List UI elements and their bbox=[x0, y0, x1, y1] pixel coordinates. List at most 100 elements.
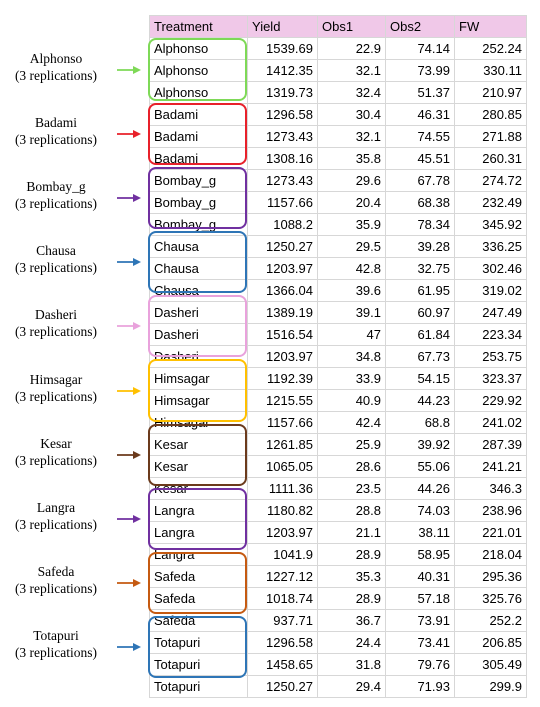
value-cell[interactable]: 47 bbox=[317, 323, 386, 346]
header-cell[interactable]: Treatment bbox=[149, 15, 248, 38]
value-cell[interactable]: 1366.04 bbox=[247, 279, 318, 302]
value-cell[interactable]: 57.18 bbox=[385, 587, 455, 610]
value-cell[interactable]: 28.9 bbox=[317, 587, 386, 610]
value-cell[interactable]: 32.1 bbox=[317, 59, 386, 82]
value-cell[interactable]: 1157.66 bbox=[247, 411, 318, 434]
treatment-cell[interactable]: Kesar bbox=[149, 433, 248, 456]
treatment-cell[interactable]: Alphonso bbox=[149, 81, 248, 104]
value-cell[interactable]: 29.5 bbox=[317, 235, 386, 258]
value-cell[interactable]: 1296.58 bbox=[247, 103, 318, 126]
value-cell[interactable]: 51.37 bbox=[385, 81, 455, 104]
treatment-cell[interactable]: Safeda bbox=[149, 609, 248, 632]
value-cell[interactable]: 1250.27 bbox=[247, 235, 318, 258]
value-cell[interactable]: 1180.82 bbox=[247, 499, 318, 522]
value-cell[interactable]: 218.04 bbox=[454, 543, 527, 566]
treatment-cell[interactable]: Bombay_g bbox=[149, 213, 248, 236]
treatment-cell[interactable]: Himsagar bbox=[149, 411, 248, 434]
value-cell[interactable]: 241.02 bbox=[454, 411, 527, 434]
value-cell[interactable]: 25.9 bbox=[317, 433, 386, 456]
value-cell[interactable]: 32.1 bbox=[317, 125, 386, 148]
value-cell[interactable]: 36.7 bbox=[317, 609, 386, 632]
value-cell[interactable]: 33.9 bbox=[317, 367, 386, 390]
value-cell[interactable]: 45.51 bbox=[385, 147, 455, 170]
value-cell[interactable]: 32.4 bbox=[317, 81, 386, 104]
treatment-cell[interactable]: Totapuri bbox=[149, 675, 248, 698]
value-cell[interactable]: 1273.43 bbox=[247, 125, 318, 148]
treatment-cell[interactable]: Chausa bbox=[149, 257, 248, 280]
value-cell[interactable]: 39.1 bbox=[317, 301, 386, 324]
value-cell[interactable]: 241.21 bbox=[454, 455, 527, 478]
treatment-cell[interactable]: Kesar bbox=[149, 455, 248, 478]
value-cell[interactable]: 229.92 bbox=[454, 389, 527, 412]
value-cell[interactable]: 1412.35 bbox=[247, 59, 318, 82]
value-cell[interactable]: 1227.12 bbox=[247, 565, 318, 588]
value-cell[interactable]: 39.6 bbox=[317, 279, 386, 302]
value-cell[interactable]: 40.9 bbox=[317, 389, 386, 412]
value-cell[interactable]: 345.92 bbox=[454, 213, 527, 236]
value-cell[interactable]: 223.34 bbox=[454, 323, 527, 346]
value-cell[interactable]: 21.1 bbox=[317, 521, 386, 544]
value-cell[interactable]: 74.03 bbox=[385, 499, 455, 522]
value-cell[interactable]: 287.39 bbox=[454, 433, 527, 456]
value-cell[interactable]: 280.85 bbox=[454, 103, 527, 126]
treatment-cell[interactable]: Alphonso bbox=[149, 37, 248, 60]
value-cell[interactable]: 1516.54 bbox=[247, 323, 318, 346]
value-cell[interactable]: 232.49 bbox=[454, 191, 527, 214]
treatment-cell[interactable]: Safeda bbox=[149, 565, 248, 588]
value-cell[interactable]: 35.9 bbox=[317, 213, 386, 236]
value-cell[interactable]: 55.06 bbox=[385, 455, 455, 478]
value-cell[interactable]: 1203.97 bbox=[247, 257, 318, 280]
treatment-cell[interactable]: Bombay_g bbox=[149, 191, 248, 214]
value-cell[interactable]: 1192.39 bbox=[247, 367, 318, 390]
value-cell[interactable]: 31.8 bbox=[317, 653, 386, 676]
value-cell[interactable]: 305.49 bbox=[454, 653, 527, 676]
value-cell[interactable]: 71.93 bbox=[385, 675, 455, 698]
treatment-cell[interactable]: Dasheri bbox=[149, 323, 248, 346]
value-cell[interactable]: 73.41 bbox=[385, 631, 455, 654]
value-cell[interactable]: 253.75 bbox=[454, 345, 527, 368]
value-cell[interactable]: 34.8 bbox=[317, 345, 386, 368]
value-cell[interactable]: 29.6 bbox=[317, 169, 386, 192]
value-cell[interactable]: 1319.73 bbox=[247, 81, 318, 104]
value-cell[interactable]: 73.91 bbox=[385, 609, 455, 632]
value-cell[interactable]: 39.92 bbox=[385, 433, 455, 456]
value-cell[interactable]: 1389.19 bbox=[247, 301, 318, 324]
treatment-cell[interactable]: Langra bbox=[149, 521, 248, 544]
value-cell[interactable]: 42.8 bbox=[317, 257, 386, 280]
value-cell[interactable]: 44.23 bbox=[385, 389, 455, 412]
value-cell[interactable]: 29.4 bbox=[317, 675, 386, 698]
value-cell[interactable]: 937.71 bbox=[247, 609, 318, 632]
value-cell[interactable]: 302.46 bbox=[454, 257, 527, 280]
value-cell[interactable]: 24.4 bbox=[317, 631, 386, 654]
treatment-cell[interactable]: Totapuri bbox=[149, 631, 248, 654]
treatment-cell[interactable]: Safeda bbox=[149, 587, 248, 610]
value-cell[interactable]: 206.85 bbox=[454, 631, 527, 654]
value-cell[interactable]: 61.84 bbox=[385, 323, 455, 346]
value-cell[interactable]: 247.49 bbox=[454, 301, 527, 324]
value-cell[interactable]: 28.6 bbox=[317, 455, 386, 478]
value-cell[interactable]: 1296.58 bbox=[247, 631, 318, 654]
value-cell[interactable]: 1250.27 bbox=[247, 675, 318, 698]
value-cell[interactable]: 271.88 bbox=[454, 125, 527, 148]
value-cell[interactable]: 42.4 bbox=[317, 411, 386, 434]
value-cell[interactable]: 323.37 bbox=[454, 367, 527, 390]
value-cell[interactable]: 1203.97 bbox=[247, 521, 318, 544]
value-cell[interactable]: 295.36 bbox=[454, 565, 527, 588]
treatment-cell[interactable]: Totapuri bbox=[149, 653, 248, 676]
value-cell[interactable]: 1539.69 bbox=[247, 37, 318, 60]
value-cell[interactable]: 79.76 bbox=[385, 653, 455, 676]
treatment-cell[interactable]: Chausa bbox=[149, 235, 248, 258]
value-cell[interactable]: 1261.85 bbox=[247, 433, 318, 456]
treatment-cell[interactable]: Chausa bbox=[149, 279, 248, 302]
value-cell[interactable]: 299.9 bbox=[454, 675, 527, 698]
value-cell[interactable]: 210.97 bbox=[454, 81, 527, 104]
value-cell[interactable]: 32.75 bbox=[385, 257, 455, 280]
header-cell[interactable]: Yield bbox=[247, 15, 318, 38]
value-cell[interactable]: 1273.43 bbox=[247, 169, 318, 192]
value-cell[interactable]: 221.01 bbox=[454, 521, 527, 544]
treatment-cell[interactable]: Himsagar bbox=[149, 389, 248, 412]
value-cell[interactable]: 1065.05 bbox=[247, 455, 318, 478]
value-cell[interactable]: 58.95 bbox=[385, 543, 455, 566]
value-cell[interactable]: 67.78 bbox=[385, 169, 455, 192]
value-cell[interactable]: 30.4 bbox=[317, 103, 386, 126]
